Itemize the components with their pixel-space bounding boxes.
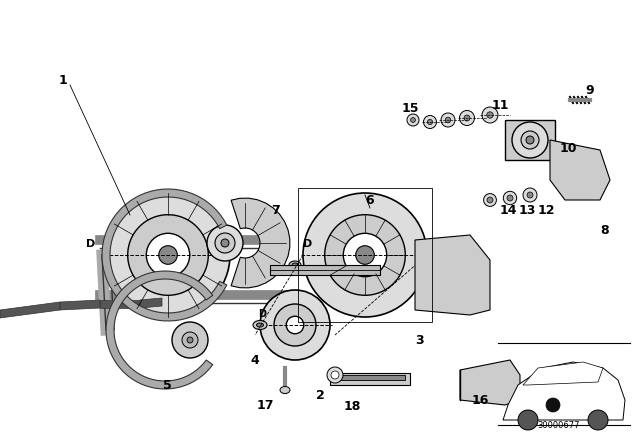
Polygon shape (460, 360, 520, 405)
Text: 13: 13 (518, 203, 536, 216)
Circle shape (331, 371, 339, 379)
Circle shape (484, 194, 497, 207)
Circle shape (128, 215, 208, 295)
Circle shape (343, 233, 387, 277)
Polygon shape (231, 198, 290, 288)
Polygon shape (106, 271, 212, 389)
Circle shape (523, 188, 537, 202)
Circle shape (464, 115, 470, 121)
Text: 3: 3 (416, 333, 424, 346)
Circle shape (503, 191, 516, 205)
Text: 14: 14 (499, 203, 516, 216)
Text: 12: 12 (537, 203, 555, 216)
Text: D: D (258, 309, 266, 319)
Text: 5: 5 (163, 379, 172, 392)
Circle shape (221, 239, 229, 247)
Text: 30000677: 30000677 (538, 421, 580, 430)
Circle shape (172, 322, 208, 358)
Text: 16: 16 (471, 393, 489, 406)
Circle shape (260, 290, 330, 360)
Circle shape (521, 131, 539, 149)
Circle shape (407, 114, 419, 126)
Circle shape (286, 316, 304, 334)
Bar (335, 375, 405, 380)
Ellipse shape (280, 387, 290, 393)
Bar (505, 120, 555, 160)
Text: 2: 2 (316, 388, 324, 401)
Circle shape (487, 112, 493, 118)
Circle shape (526, 136, 534, 144)
Circle shape (187, 337, 193, 343)
Ellipse shape (257, 323, 264, 327)
Polygon shape (550, 140, 610, 200)
Text: 15: 15 (401, 102, 419, 115)
Polygon shape (503, 362, 625, 420)
Circle shape (215, 233, 235, 253)
Circle shape (428, 120, 433, 125)
Text: 10: 10 (559, 142, 577, 155)
Text: D: D (303, 239, 312, 249)
Circle shape (106, 193, 230, 317)
Circle shape (512, 122, 548, 158)
Circle shape (324, 215, 405, 295)
Circle shape (507, 195, 513, 201)
Text: 7: 7 (271, 203, 280, 216)
Circle shape (424, 116, 436, 129)
Polygon shape (100, 300, 140, 308)
Text: 6: 6 (365, 194, 374, 207)
Polygon shape (140, 298, 162, 308)
Polygon shape (0, 302, 60, 318)
Ellipse shape (289, 261, 301, 269)
Text: 17: 17 (256, 399, 274, 412)
Circle shape (147, 233, 189, 277)
Polygon shape (102, 189, 227, 321)
Circle shape (207, 225, 243, 261)
Circle shape (588, 410, 608, 430)
Circle shape (445, 117, 451, 123)
Circle shape (460, 111, 474, 125)
Circle shape (487, 197, 493, 203)
Circle shape (482, 107, 498, 123)
Text: 8: 8 (601, 224, 609, 237)
Ellipse shape (253, 320, 267, 329)
Ellipse shape (292, 263, 298, 267)
Text: 9: 9 (586, 83, 595, 96)
Text: 11: 11 (492, 99, 509, 112)
Text: D: D (86, 239, 95, 249)
Text: 4: 4 (251, 353, 259, 366)
Text: 1: 1 (59, 73, 67, 86)
Polygon shape (523, 362, 603, 385)
Circle shape (527, 192, 533, 198)
Circle shape (356, 246, 374, 264)
Circle shape (159, 246, 177, 264)
Circle shape (411, 118, 415, 122)
Bar (298, 188, 432, 322)
Polygon shape (60, 300, 100, 310)
Circle shape (327, 367, 343, 383)
Circle shape (546, 398, 560, 412)
Circle shape (518, 410, 538, 430)
Text: 18: 18 (343, 400, 361, 413)
Bar (270, 265, 380, 275)
Bar (330, 373, 410, 385)
Polygon shape (415, 235, 490, 315)
Circle shape (441, 113, 455, 127)
Circle shape (274, 304, 316, 346)
Circle shape (182, 332, 198, 348)
Circle shape (303, 193, 427, 317)
